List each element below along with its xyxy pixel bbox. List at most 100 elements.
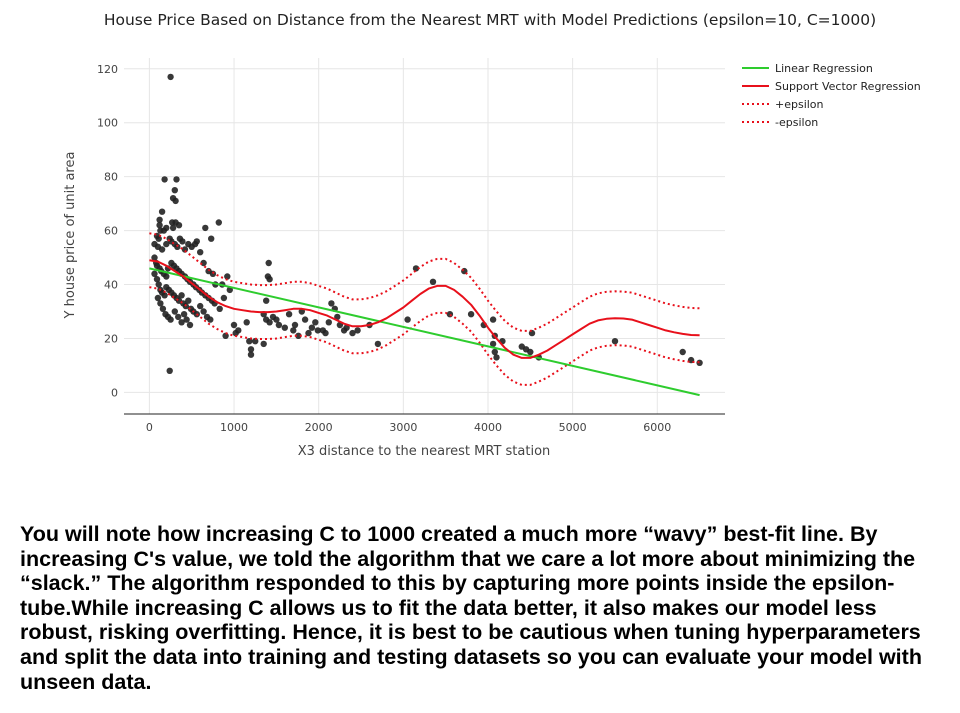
data-point <box>275 321 283 329</box>
data-point <box>224 273 231 280</box>
data-point <box>153 276 161 283</box>
x-tick-label: 0 <box>146 421 153 434</box>
data-point <box>247 351 255 358</box>
data-point <box>185 297 192 304</box>
data-point <box>290 327 297 334</box>
data-point <box>154 294 162 302</box>
data-point <box>167 316 174 323</box>
grid-lines <box>124 58 725 414</box>
data-point <box>175 313 182 321</box>
data-point <box>178 319 185 326</box>
data-point <box>171 187 178 194</box>
data-point <box>247 346 255 353</box>
explanation-text: You will note how increasing C to 1000 c… <box>20 522 922 694</box>
data-point <box>243 319 250 326</box>
data-point <box>679 348 686 356</box>
data-point <box>180 311 188 318</box>
data-point <box>235 327 242 334</box>
data-point <box>467 311 475 318</box>
data-point <box>328 300 335 307</box>
data-point <box>412 265 420 272</box>
data-point <box>158 246 166 253</box>
legend-svr-label: Support Vector Regression <box>775 80 921 93</box>
data-point <box>491 348 498 356</box>
data-point <box>179 238 186 245</box>
x-tick-label: 5000 <box>559 421 587 434</box>
y-tick-label: 20 <box>104 332 118 345</box>
chart: 0 1000 2000 3000 4000 5000 6000 0 20 40 60 80 100 120… <box>63 11 921 459</box>
regression-lines <box>149 259 700 397</box>
data-point <box>197 302 204 310</box>
legend-linear-label: Linear Regression <box>775 62 873 75</box>
x-tick-label: 3000 <box>389 421 417 434</box>
data-point <box>193 238 200 245</box>
x-tick-label: 6000 <box>643 421 671 434</box>
data-point <box>200 308 207 315</box>
data-point <box>209 270 217 277</box>
data-point <box>169 195 177 202</box>
data-point <box>167 73 174 81</box>
legend-minus-eps-label: -epsilon <box>775 116 818 129</box>
minus-epsilon-line <box>149 286 700 386</box>
legend: Linear Regression Support Vector Regress… <box>742 62 921 129</box>
data-point <box>151 270 158 277</box>
data-point <box>489 316 497 323</box>
data-point <box>216 305 223 312</box>
data-point <box>160 227 167 234</box>
data-point <box>220 294 228 302</box>
data-point <box>175 222 183 229</box>
data-point <box>230 321 238 329</box>
data-point <box>155 235 162 242</box>
data-point <box>163 240 170 248</box>
y-axis-label: Y house price of unit area <box>63 152 78 320</box>
data-point <box>308 324 316 331</box>
data-point <box>200 259 207 267</box>
data-point <box>611 338 619 345</box>
data-point <box>312 319 319 326</box>
data-point <box>260 340 267 348</box>
data-point <box>322 329 329 337</box>
data-point <box>171 308 178 315</box>
y-tick-label: 80 <box>104 171 118 184</box>
data-point <box>186 321 194 329</box>
data-point <box>159 305 167 312</box>
data-point <box>493 354 500 361</box>
y-tick-label: 40 <box>104 279 118 292</box>
tick-labels: 0 1000 2000 3000 4000 5000 6000 0 20 40 60 80 100 120 <box>97 63 671 434</box>
x-tick-label: 2000 <box>305 421 333 434</box>
data-point <box>207 316 214 323</box>
data-point <box>178 292 185 299</box>
data-point <box>343 324 350 331</box>
chart-title: House Price Based on Distance from the N… <box>104 11 876 29</box>
data-point <box>404 316 411 323</box>
data-point <box>305 329 312 337</box>
data-point <box>197 249 204 256</box>
linear-regression-line <box>149 267 700 397</box>
x-tick-label: 1000 <box>220 421 248 434</box>
legend-plus-eps-label: +epsilon <box>775 98 824 111</box>
data-point <box>295 332 302 339</box>
data-point <box>489 340 497 348</box>
data-point <box>208 235 215 242</box>
data-point <box>354 327 361 334</box>
y-tick-label: 0 <box>111 386 118 399</box>
data-point <box>161 176 168 183</box>
data-point <box>158 208 166 215</box>
data-point <box>285 311 293 318</box>
data-point <box>314 327 321 334</box>
data-point <box>161 292 168 299</box>
data-point <box>166 367 173 374</box>
data-point <box>215 219 222 226</box>
data-point <box>265 259 272 267</box>
data-point <box>374 340 382 348</box>
data-point <box>281 324 288 331</box>
data-point <box>155 281 162 288</box>
data-point <box>429 278 437 285</box>
y-tick-label: 100 <box>97 117 118 130</box>
data-point <box>527 348 534 356</box>
data-point <box>349 329 356 337</box>
data-point <box>156 222 163 229</box>
epsilon-band-lines <box>149 232 700 386</box>
data-point <box>151 254 158 261</box>
data-point <box>246 338 253 345</box>
